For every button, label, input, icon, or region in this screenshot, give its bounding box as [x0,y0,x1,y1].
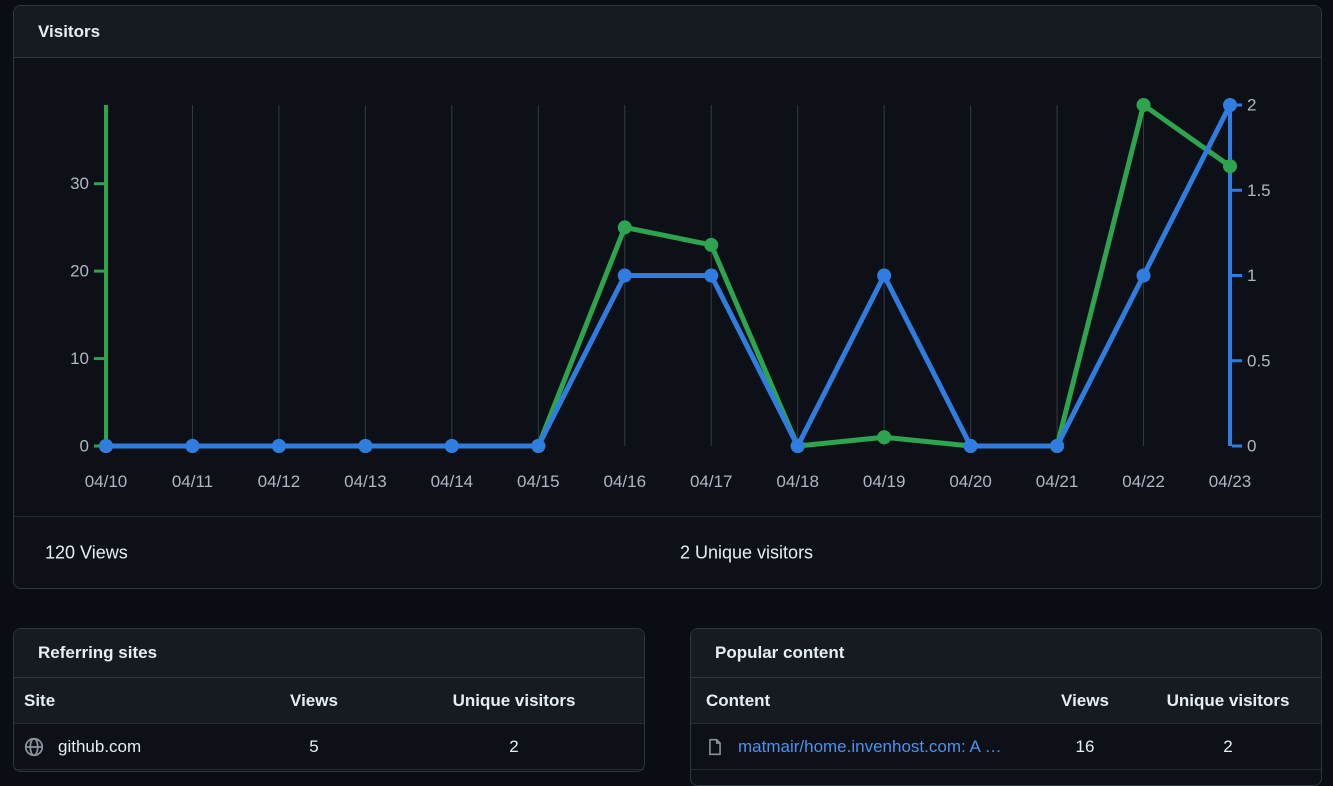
column-header-views: Views [290,690,338,710]
unique-point[interactable] [185,439,200,453]
visitors-footer: 120 Views 2 Unique visitors [14,516,1321,588]
unique-point[interactable] [99,439,113,453]
x-axis-label: 04/12 [258,472,301,491]
views-point[interactable] [1136,98,1151,112]
unique-point[interactable] [1223,98,1237,112]
visitors-chart: 0 10 20 30 0 0.5 1 1.5 2 04/10 04/11 04/12 04/13 04/1… [14,58,1321,516]
popular-content-unique: 2 [1223,736,1233,756]
unique-point[interactable] [877,268,892,283]
table-row: github.com 5 2 [14,724,644,770]
popular-content-link[interactable]: matmair/home.invenhost.com: A … [738,736,1002,756]
referring-sites-header: Referring sites [14,629,644,678]
referring-site-name: github.com [58,736,142,756]
total-views-label: 120 Views [45,542,128,562]
referring-sites-title: Referring sites [38,643,158,662]
x-axis-label: 04/10 [85,472,128,491]
unique-point[interactable] [1050,439,1065,453]
x-axis-label: 04/16 [603,472,646,491]
column-header-site: Site [24,690,56,710]
unique-point[interactable] [444,439,459,453]
unique-axis-label: 1 [1247,266,1256,285]
popular-content-title: Popular content [715,643,845,662]
referring-site-unique: 2 [509,736,519,756]
unique-point[interactable] [963,439,978,453]
x-axis-label: 04/15 [517,472,560,491]
views-axis-label: 30 [70,174,89,193]
unique-point[interactable] [1136,268,1151,283]
file-icon [706,737,724,757]
x-axis-label: 04/20 [949,472,992,491]
views-axis-label: 10 [70,349,89,368]
column-header-unique-visitors: Unique visitors [452,690,576,710]
unique-point[interactable] [704,268,719,283]
unique-point[interactable] [790,439,805,453]
visitors-chart-svg: 0 10 20 30 0 0.5 1 1.5 2 04/10 04/11 04/12 04/13 04/1… [70,96,1271,492]
column-header-views: Views [1061,690,1109,710]
unique-point[interactable] [617,268,632,283]
views-point[interactable] [704,237,719,252]
referring-sites-card: Referring sites Site Views Unique visito… [13,628,645,772]
unique-axis-label: 2 [1247,96,1256,115]
x-axis-label: 04/14 [431,472,474,491]
unique-line [103,102,1233,449]
views-point[interactable] [877,430,892,445]
x-axis-label: 04/23 [1209,472,1252,491]
visitors-card-header: Visitors [14,6,1321,58]
referring-sites-table-header: Site Views Unique visitors [14,678,644,724]
unique-axis-label: 0.5 [1247,351,1271,370]
unique-axis-label: 1.5 [1247,181,1271,200]
x-axis-label: 04/21 [1036,472,1079,491]
x-axis-label: 04/11 [172,472,213,491]
referring-site-views: 5 [309,736,319,756]
total-unique-visitors-label: 2 Unique visitors [680,542,814,562]
x-axis-label: 04/18 [776,472,819,491]
table-row: matmair/home.invenhost.com: A … 16 2 [691,724,1321,770]
views-point[interactable] [617,220,632,235]
popular-content-table-header: Content Views Unique visitors [691,678,1321,724]
unique-point[interactable] [531,439,546,453]
popular-content-card: Popular content Content Views Unique vis… [690,628,1322,786]
visitors-card: Visitors 0 10 20 30 0 0.5 1 1.5 2 04/10 04/11 04/12… [13,5,1322,589]
popular-content-views: 16 [1075,736,1095,756]
views-axis-label: 0 [80,437,89,456]
x-axis-label: 04/17 [690,472,733,491]
unique-axis-label: 0 [1247,437,1256,456]
views-axis-label: 20 [70,262,89,281]
x-axis-label: 04/19 [863,472,906,491]
column-header-content: Content [706,690,771,710]
popular-content-header: Popular content [691,629,1321,678]
globe-icon [24,737,44,757]
unique-point[interactable] [271,439,286,453]
x-axis-label: 04/22 [1122,472,1165,491]
visitors-title: Visitors [38,21,101,41]
views-point[interactable] [1223,159,1237,174]
column-header-unique-visitors: Unique visitors [1166,690,1290,710]
x-axis-label: 04/13 [344,472,387,491]
unique-point[interactable] [358,439,373,453]
